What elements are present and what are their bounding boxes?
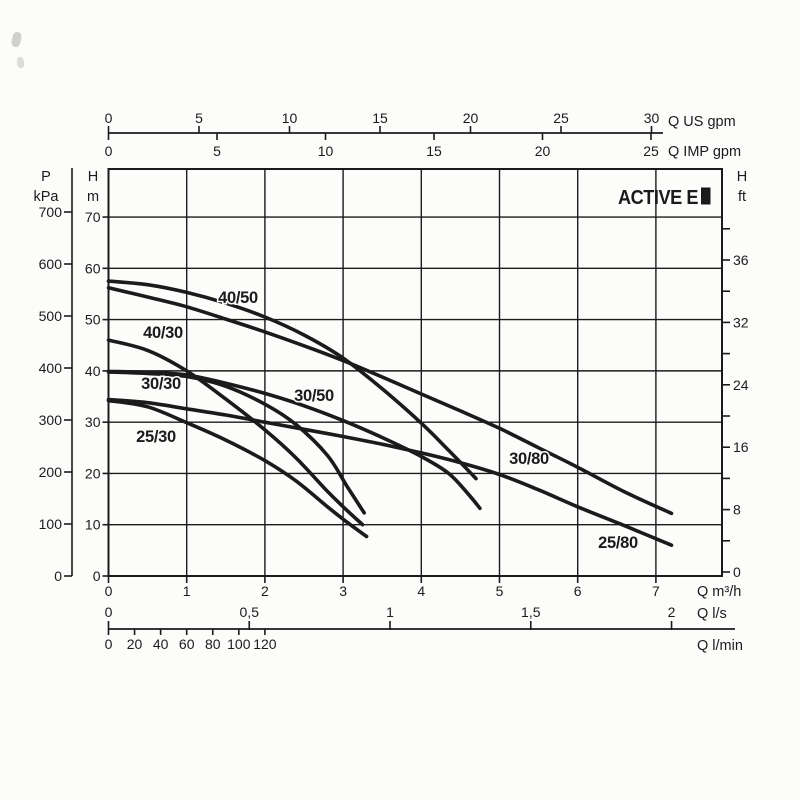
grid <box>107 168 723 577</box>
pump-curves <box>106 279 674 547</box>
ls-axis-label: Q l/s <box>697 606 727 622</box>
imp-gpm-tick-label: 25 <box>643 143 659 159</box>
head-ft-axis-title: H <box>737 169 747 185</box>
m3h-tick-label: 6 <box>574 583 582 599</box>
m3h-tick-label: 7 <box>652 583 660 599</box>
m3h-tick-label: 5 <box>496 583 504 599</box>
us-gpm-tick-label: 10 <box>282 110 298 126</box>
kpa-tick-label: 500 <box>39 308 63 324</box>
m3h-tick-label: 4 <box>417 583 425 599</box>
head-ft-axis-title: ft <box>738 189 746 205</box>
kpa-tick-label: 0 <box>54 568 62 584</box>
pump-curve-labels: 40/50 40/30 30/30 25/30 30/50 30/80 25/80 <box>135 288 640 554</box>
head-m-axis-title: H <box>88 169 98 185</box>
head-m-tick-label: 50 <box>85 312 101 328</box>
lmin-tick-label: 40 <box>153 636 169 652</box>
chart-title-block-glyph <box>701 187 711 205</box>
head-ft-tick-label: 0 <box>733 564 741 580</box>
head-ft-tick-label: 16 <box>733 439 749 455</box>
pump-curve-40-50 <box>106 279 478 481</box>
lmin-tick-label: 60 <box>179 636 195 652</box>
m3h-axis-label: Q m³/h <box>697 584 741 600</box>
curve-label-25-30: 25/30 <box>136 428 176 446</box>
head-m-tick-label: 10 <box>85 517 101 533</box>
curve-label-30-80: 30/80 <box>509 450 549 468</box>
axis-head-m: Hm 0 10 20 30 40 50 60 70 <box>85 169 109 584</box>
us-gpm-tick-label: 20 <box>463 110 479 126</box>
head-m-axis-title: m <box>87 189 99 205</box>
kpa-tick-label: 700 <box>39 204 63 220</box>
pump-curve-40-30 <box>106 338 365 527</box>
imp-gpm-tick-label: 10 <box>318 143 334 159</box>
us-gpm-axis-label: Q US gpm <box>668 114 736 130</box>
lmin-tick-label: 120 <box>253 636 277 652</box>
head-ft-tick-label: 8 <box>733 502 741 518</box>
kpa-tick-label: 400 <box>39 360 63 376</box>
us-gpm-tick-label: 30 <box>644 110 660 126</box>
lmin-tick-label: 0 <box>105 636 113 652</box>
axis-bottom-m3h: 0 1 2 3 4 5 6 7 Q m³/h <box>105 576 741 600</box>
curve-label-30-50: 30/50 <box>294 387 334 405</box>
us-gpm-tick-label: 25 <box>553 110 569 126</box>
kpa-tick-label: 300 <box>39 412 63 428</box>
us-gpm-tick-label: 0 <box>105 110 113 126</box>
imp-gpm-axis-label: Q IMP gpm <box>668 144 741 160</box>
ls-tick-label: 1 <box>386 604 394 620</box>
m3h-tick-label: 0 <box>105 583 113 599</box>
head-m-tick-label: 20 <box>85 465 101 481</box>
lmin-tick-label: 100 <box>227 636 251 652</box>
kpa-tick-label: 100 <box>39 516 63 532</box>
imp-gpm-tick-label: 20 <box>535 143 551 159</box>
pump-curve-30-80 <box>106 286 674 516</box>
head-ft-tick-label: 24 <box>733 377 749 393</box>
pump-curve-25-30 <box>106 398 369 539</box>
ls-tick-label: 2 <box>668 604 676 620</box>
lmin-axis-label: Q l/min <box>697 638 743 654</box>
m3h-tick-label: 2 <box>261 583 269 599</box>
head-m-tick-label: 30 <box>85 414 101 430</box>
head-m-tick-label: 0 <box>93 568 101 584</box>
head-ft-tick-label: 32 <box>733 314 749 330</box>
pump-curve-25-80 <box>106 397 674 547</box>
kpa-tick-label: 600 <box>39 256 63 272</box>
imp-gpm-tick-label: 15 <box>426 143 442 159</box>
pump-curve-30-50 <box>106 369 482 511</box>
imp-gpm-tick-label: 0 <box>105 143 113 159</box>
curve-label-30-30: 30/30 <box>141 375 181 393</box>
curve-label-40-50: 40/50 <box>218 289 258 307</box>
us-gpm-tick-label: 15 <box>372 110 388 126</box>
chart-title: ACTIVE E <box>618 187 711 209</box>
axis-head-ft: Hft 0 8 16 24 32 36 <box>722 169 749 580</box>
ls-tick-label: 0,5 <box>240 604 260 620</box>
curve-label-40-30: 40/30 <box>143 324 183 342</box>
kpa-tick-label: 200 <box>39 464 63 480</box>
ls-tick-label: 0 <box>105 604 113 620</box>
curve-label-25-80: 25/80 <box>598 534 638 552</box>
pressure-axis-title: kPa <box>34 189 60 205</box>
chart-title-text: ACTIVE E <box>618 187 698 209</box>
head-m-tick-label: 60 <box>85 260 101 276</box>
m3h-tick-label: 1 <box>183 583 191 599</box>
head-m-tick-label: 70 <box>85 209 101 225</box>
axis-top-gpm: 0 5 10 15 20 25 30 0 5 10 15 20 25 Q US gpm Q IMP gpm <box>105 110 741 160</box>
ls-tick-label: 1,5 <box>521 604 541 620</box>
imp-gpm-tick-label: 5 <box>213 143 221 159</box>
plot-border <box>107 168 723 577</box>
pressure-axis-title: P <box>41 169 51 185</box>
lmin-tick-label: 80 <box>205 636 221 652</box>
m3h-tick-label: 3 <box>339 583 347 599</box>
lmin-tick-label: 20 <box>127 636 143 652</box>
us-gpm-tick-label: 5 <box>195 110 203 126</box>
head-m-tick-label: 40 <box>85 363 101 379</box>
head-ft-tick-label: 36 <box>733 252 749 268</box>
